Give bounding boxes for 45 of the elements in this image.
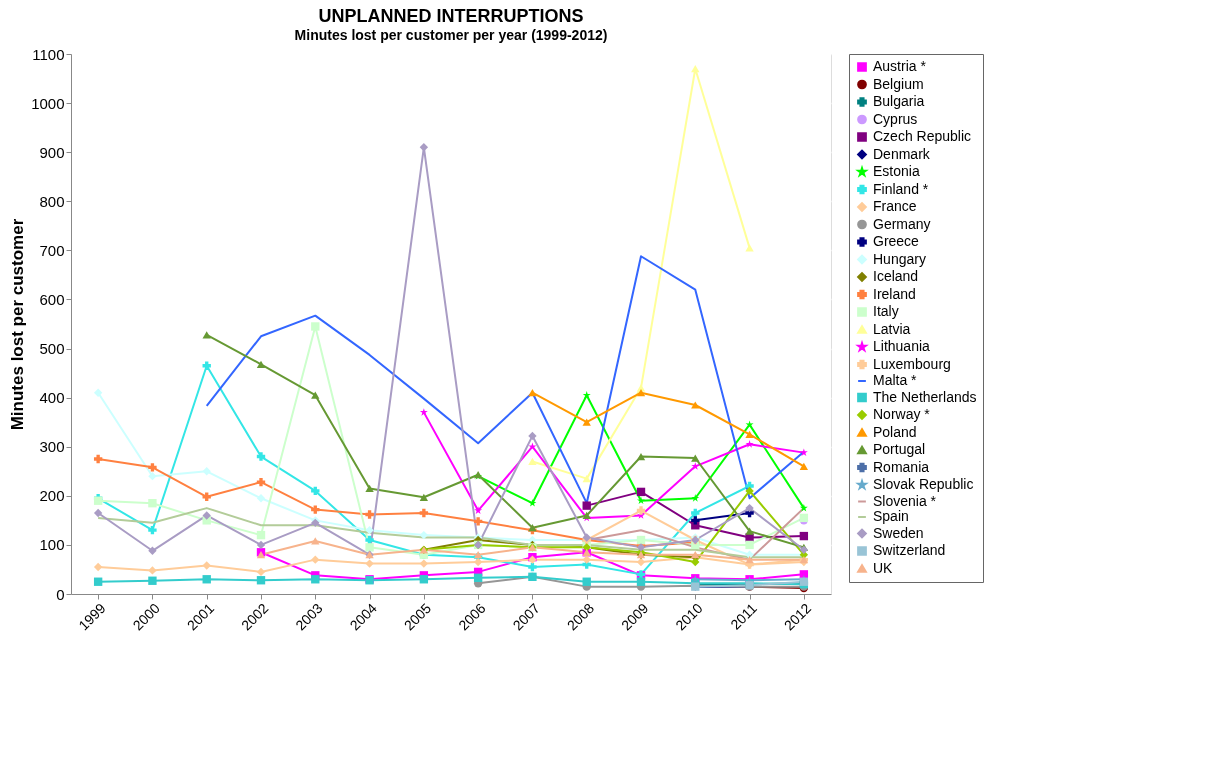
y-tick-label: 500 <box>39 340 65 358</box>
chart-subtitle: Minutes lost per customer per year (1999-2012) <box>294 27 608 43</box>
y-tick-label: 900 <box>39 143 65 161</box>
legend-label: Estonia <box>873 163 920 179</box>
legend-label: Slovak Republic <box>873 476 974 492</box>
y-tick-label: 300 <box>39 438 65 456</box>
y-tick-label: 700 <box>39 241 65 259</box>
legend-label: Greece <box>873 233 920 249</box>
y-axis-title: Minutes lost per customer <box>8 218 28 431</box>
legend-label: Czech Republic <box>873 128 972 144</box>
legend-label: Slovenia * <box>873 492 937 509</box>
chart-title: UNPLANNED INTERRUPTIONS <box>318 6 584 26</box>
legend-label: Iceland <box>873 268 919 284</box>
y-tick-label: 0 <box>56 585 65 603</box>
legend-label: Austria * <box>873 58 927 74</box>
legend-label: Poland <box>873 423 917 440</box>
legend-label: Switzerland <box>873 542 946 558</box>
y-tick-label: 1100 <box>32 45 65 63</box>
legend-label: Germany <box>873 215 931 232</box>
legend-label: Belgium <box>873 75 924 92</box>
legend-label: Norway * <box>873 406 931 422</box>
legend-label: Portugal <box>873 441 926 457</box>
legend-label: Lithuania <box>873 338 931 354</box>
legend-label: UK <box>873 559 894 576</box>
y-tick-label: 1000 <box>31 94 65 112</box>
legend-label: The Netherlands <box>873 388 977 405</box>
legend-label: Cyprus <box>873 110 918 127</box>
legend-label: France <box>873 198 917 214</box>
legend-label: Sweden <box>873 524 924 541</box>
y-tick-label: 100 <box>39 536 65 554</box>
y-tick-label: 400 <box>39 389 65 407</box>
legend-label: Italy <box>873 303 899 319</box>
legend-label: Luxembourg <box>873 355 951 372</box>
y-tick-label: 600 <box>39 290 65 308</box>
legend-label: Spain <box>873 508 909 524</box>
legend-label: Bulgaria <box>873 93 925 109</box>
y-tick-label: 800 <box>39 192 65 210</box>
legend-label: Hungary <box>873 250 926 267</box>
legend-label: Malta * <box>873 372 918 388</box>
legend-label: Ireland <box>873 285 916 302</box>
y-tick-label: 200 <box>39 487 65 505</box>
legend-label: Denmark <box>873 145 931 162</box>
legend-label: Finland * <box>873 180 929 197</box>
legend-label: Romania <box>873 458 930 475</box>
legend-label: Latvia <box>873 320 911 337</box>
